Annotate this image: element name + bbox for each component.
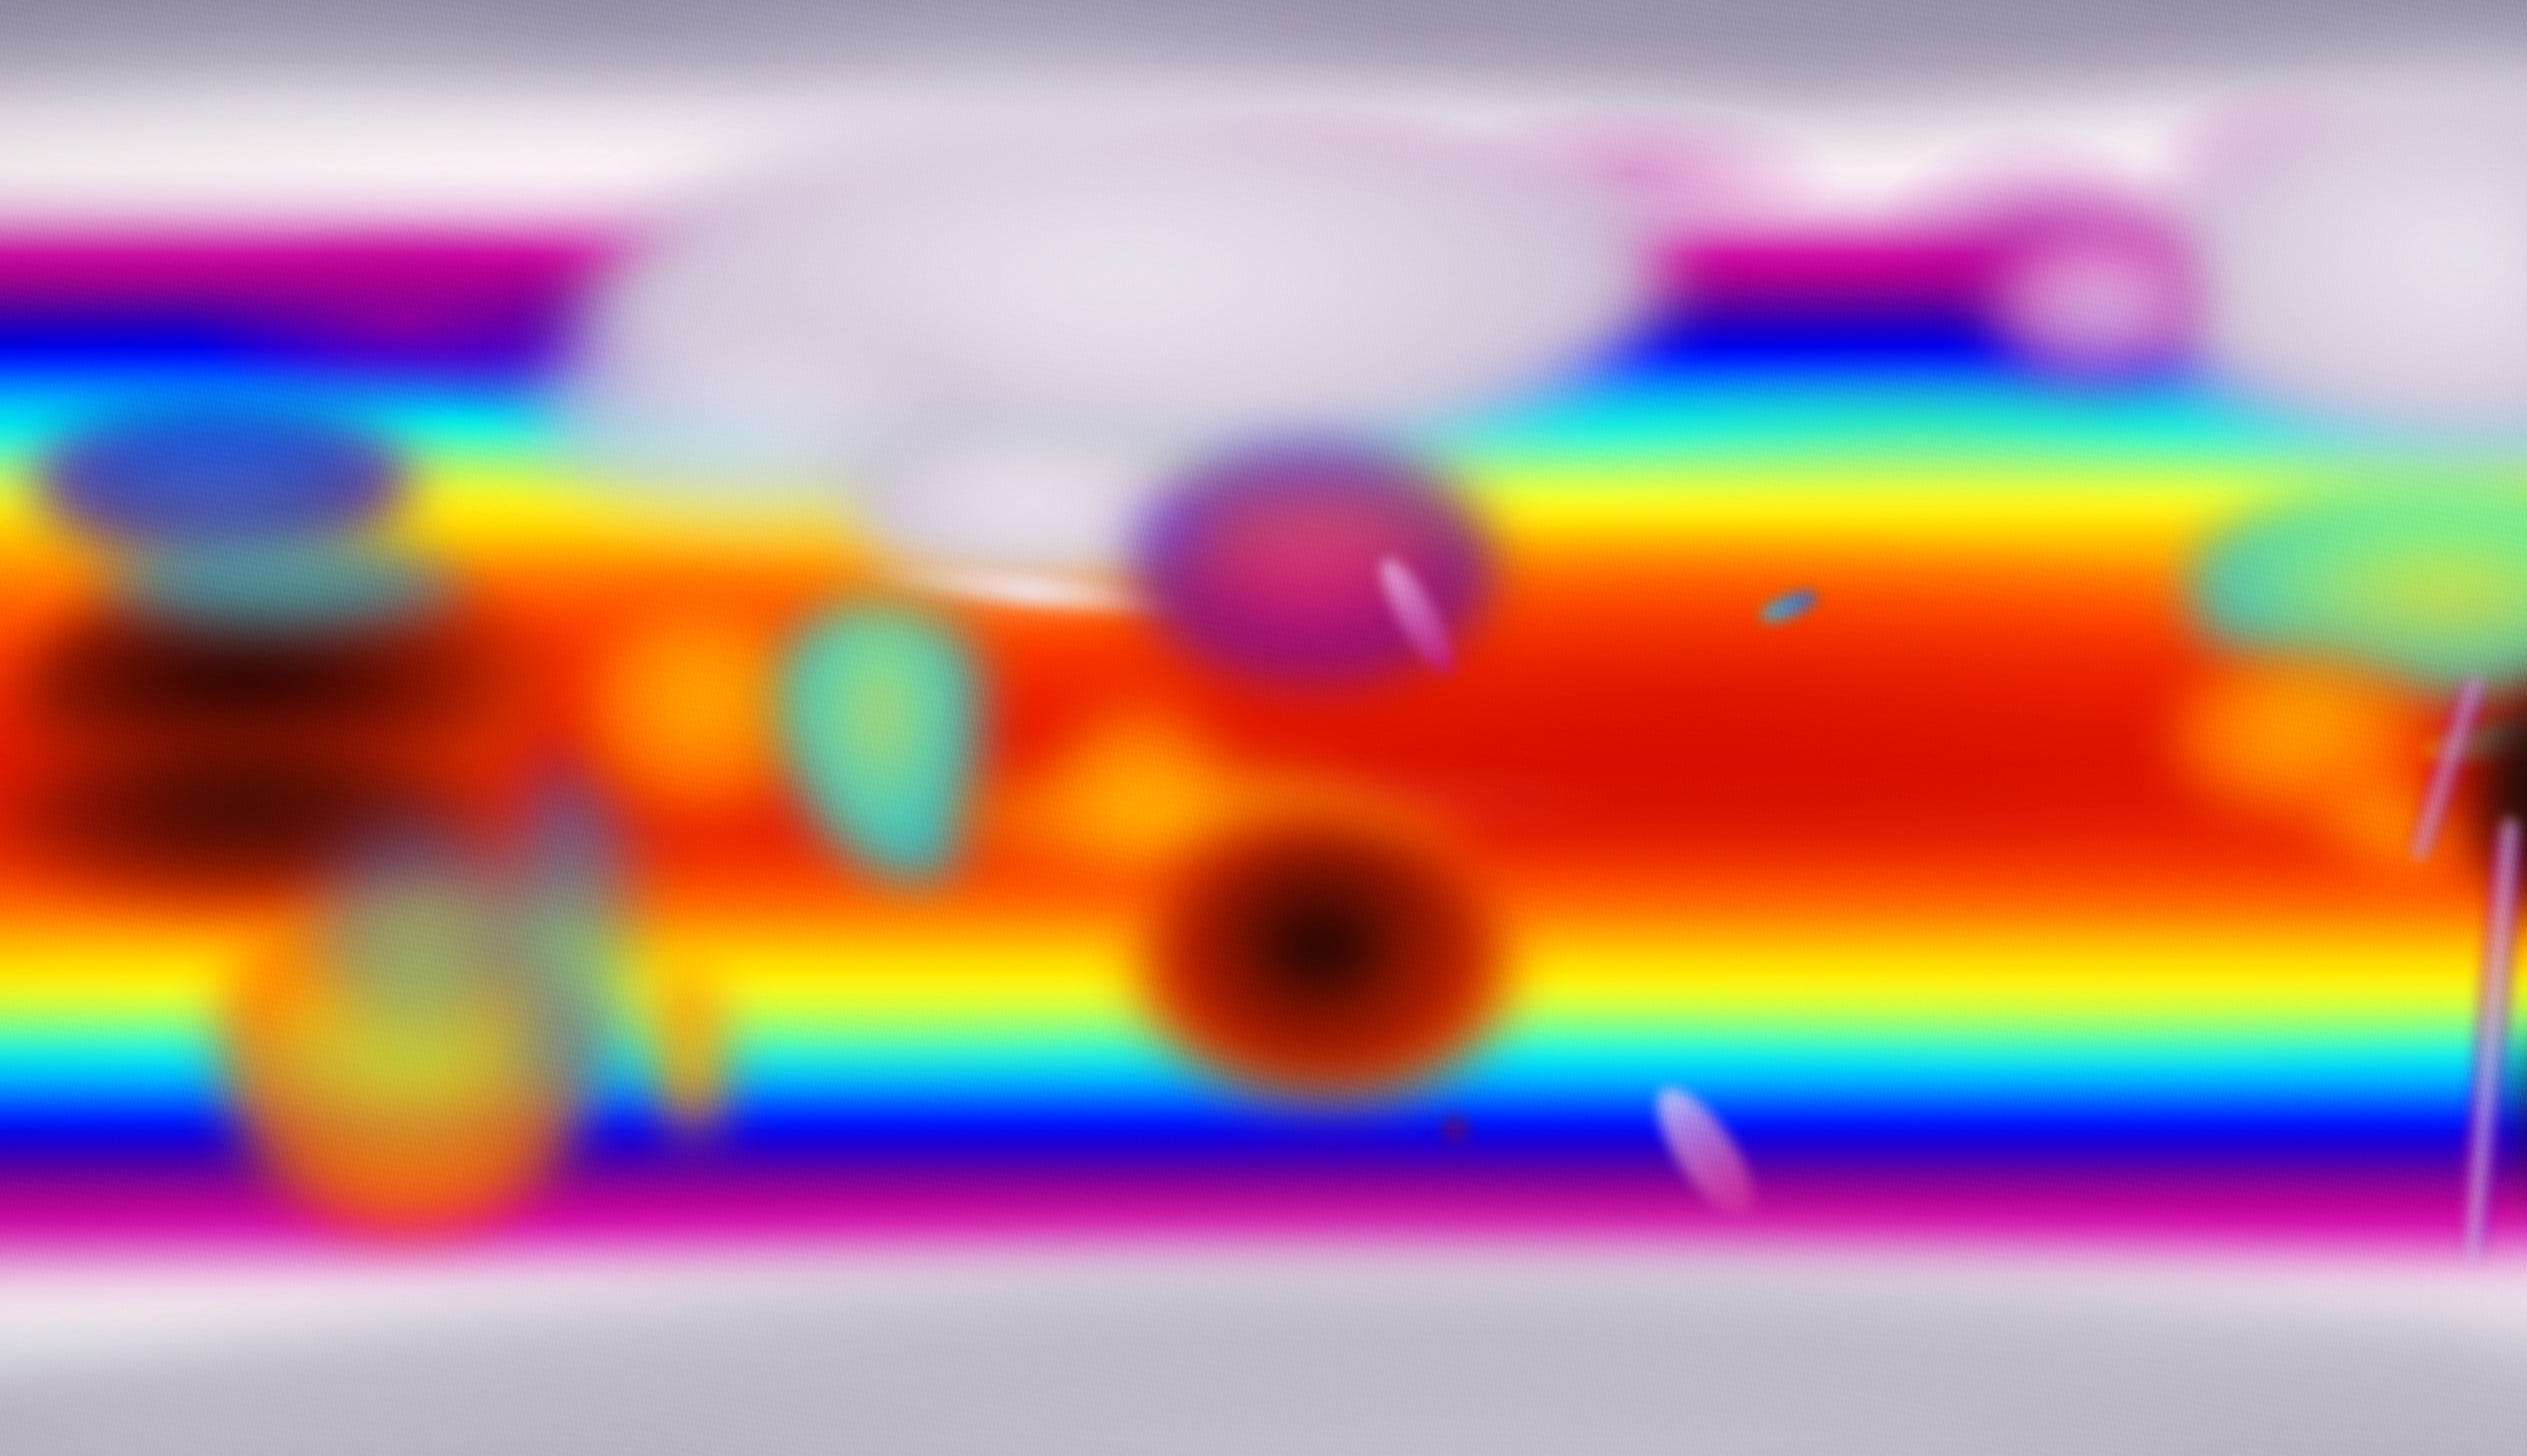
feature-east-african-rift <box>510 758 632 1112</box>
feature-tasmania <box>1435 1112 1476 1147</box>
global-temperature-map <box>0 0 2527 1456</box>
feature-alaska <box>1986 217 2204 384</box>
feature-mediterranean <box>91 536 475 632</box>
feature-congo-basin <box>313 824 531 1036</box>
feature-australian-interior <box>1213 869 1435 1036</box>
